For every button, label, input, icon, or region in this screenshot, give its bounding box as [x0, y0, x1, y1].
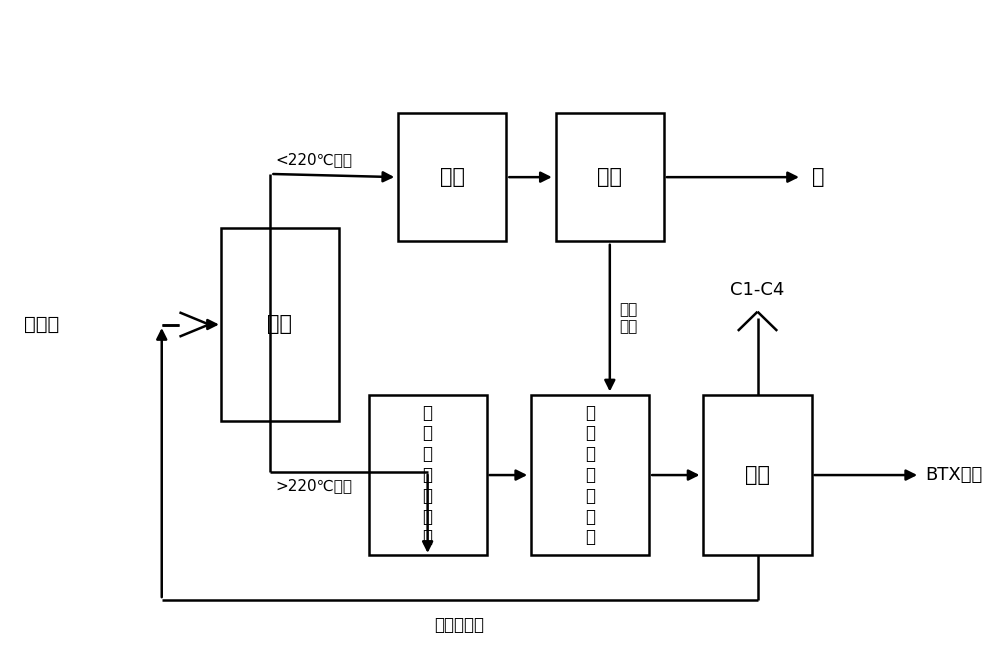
Text: C1-C4: C1-C4: [730, 281, 785, 299]
Bar: [369, 395, 487, 555]
Text: 萘: 萘: [812, 167, 824, 187]
Text: <220℃馏分: <220℃馏分: [275, 153, 352, 167]
Text: 未转化尾油: 未转化尾油: [435, 616, 485, 634]
Text: 萘后
馏分: 萘后 馏分: [620, 302, 638, 334]
Bar: [531, 395, 649, 555]
Text: 结晶: 结晶: [440, 167, 465, 187]
Bar: [221, 228, 339, 421]
Bar: [398, 113, 506, 241]
Text: >220℃馏分: >220℃馏分: [275, 478, 352, 493]
Text: 冷却: 冷却: [597, 167, 622, 187]
Text: 加
氢
精
制
反
应
器: 加 氢 精 制 反 应 器: [423, 404, 433, 546]
Text: 加
氢
改
质
反
应
器: 加 氢 改 质 反 应 器: [585, 404, 595, 546]
Bar: [703, 395, 812, 555]
Text: 重芳烃: 重芳烃: [24, 315, 59, 334]
Text: 蒸馏: 蒸馏: [745, 465, 770, 485]
Text: BTX三苯: BTX三苯: [925, 466, 982, 484]
Bar: [556, 113, 664, 241]
Text: 蒸馏: 蒸馏: [267, 315, 292, 334]
